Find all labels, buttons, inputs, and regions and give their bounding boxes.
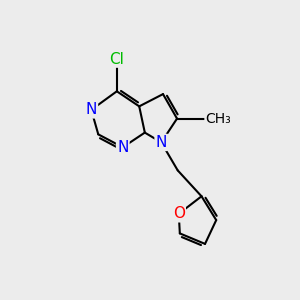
Text: N: N bbox=[156, 135, 167, 150]
Text: CH₃: CH₃ bbox=[205, 112, 231, 126]
Text: N: N bbox=[117, 140, 128, 155]
Text: N: N bbox=[85, 102, 97, 117]
Text: O: O bbox=[173, 206, 185, 221]
Text: Cl: Cl bbox=[110, 52, 124, 67]
